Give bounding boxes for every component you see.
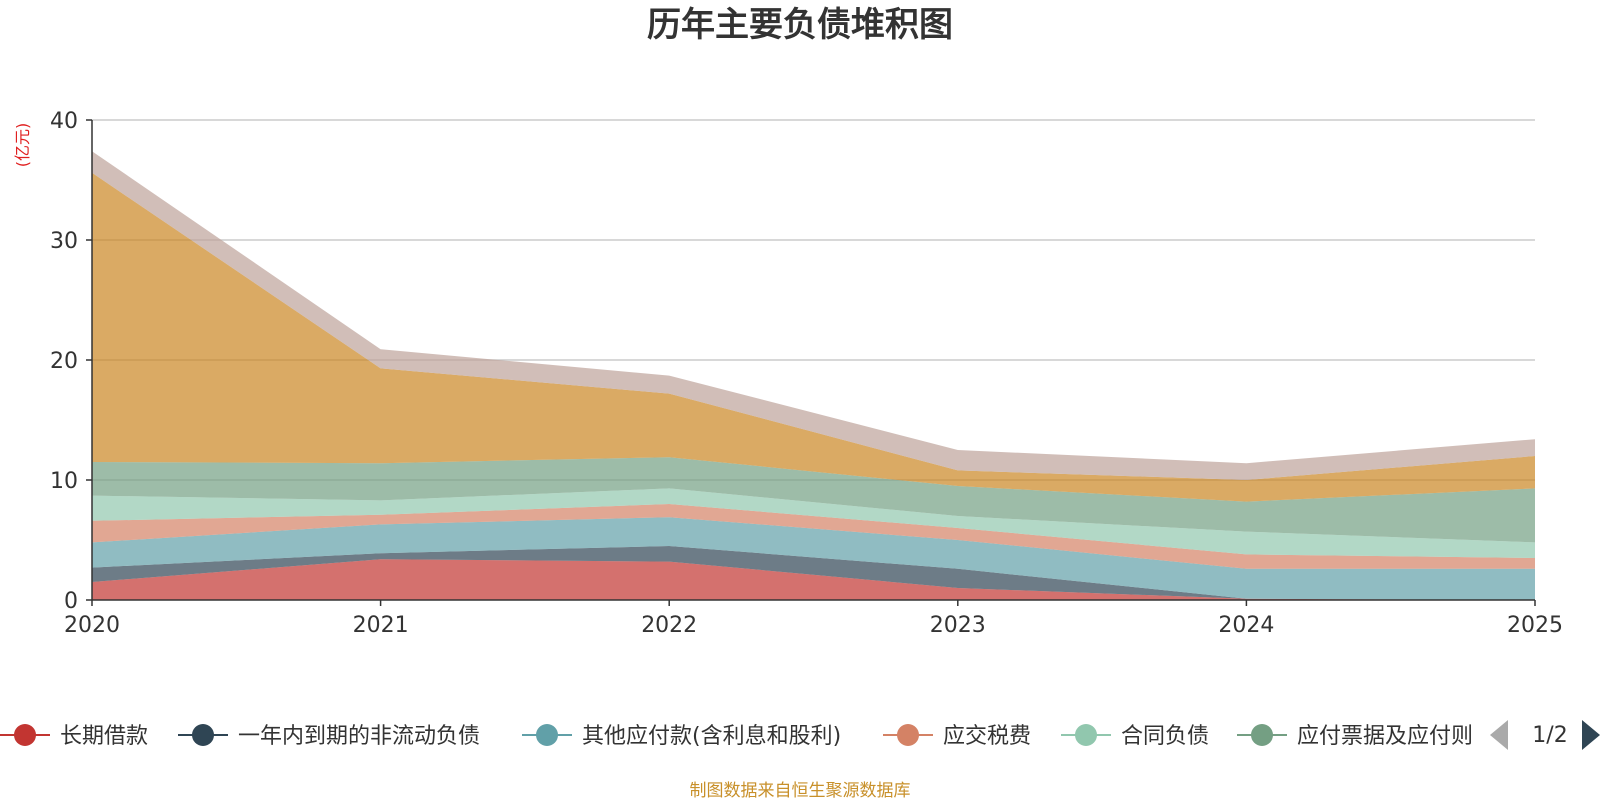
legend-label-4: 合同负债 [1121,724,1209,749]
legend-prev-page-icon[interactable] [1490,720,1508,750]
y-axis-ticks: 0 10 20 30 40 [50,109,92,614]
x-tick-label-2021: 2021 [353,613,409,638]
data-source-note: 制图数据来自恒生聚源数据库 [690,781,911,800]
area-series-1[interactable] [92,546,1535,600]
area-series-3[interactable] [92,504,1535,569]
y-tick-label-10: 10 [50,469,78,494]
x-tick-label-2022: 2022 [641,613,697,638]
y-axis-unit-label: (亿元) [13,123,32,168]
legend-pager[interactable]: 1/2 [1490,720,1600,750]
x-tick-label-2020: 2020 [64,613,120,638]
legend-page-indicator: 1/2 [1532,723,1567,748]
area-series-7[interactable] [92,151,1535,480]
legend-marker-1 [192,724,214,746]
y-tick-label-0: 0 [64,589,78,614]
legend[interactable]: 长期借款 一年内到期的非流动负债 其他应付款(含利息和股利) 应交税费 合同负债 应付票据… [0,724,1473,749]
x-tick-label-2024: 2024 [1218,613,1274,638]
area-series-2[interactable] [92,517,1535,600]
legend-item-2[interactable]: 其他应付款(含利息和股利) [522,724,841,749]
legend-label-2: 其他应付款(含利息和股利) [582,724,841,749]
legend-next-page-icon[interactable] [1582,720,1600,750]
y-tick-label-20: 20 [50,349,78,374]
y-tick-label-40: 40 [50,109,78,134]
legend-item-4[interactable]: 合同负债 [1061,724,1209,749]
legend-label-3: 应交税费 [943,724,1031,749]
legend-item-5[interactable]: 应付票据及应付则 [1237,724,1473,749]
legend-marker-4 [1075,724,1097,746]
x-axis-ticks: 2020 2021 2022 2023 2024 2025 [64,600,1563,638]
legend-item-1[interactable]: 一年内到期的非流动负债 [178,724,480,749]
area-series-0[interactable] [92,559,1535,600]
area-series-4[interactable] [92,488,1535,558]
legend-item-0[interactable]: 长期借款 [0,724,148,749]
x-tick-label-2023: 2023 [930,613,986,638]
y-tick-label-30: 30 [50,229,78,254]
legend-label-5: 应付票据及应付则 [1297,724,1473,749]
legend-item-3[interactable]: 应交税费 [883,724,1031,749]
area-series-5[interactable] [92,457,1535,543]
x-tick-label-2025: 2025 [1507,613,1563,638]
legend-marker-5 [1251,724,1273,746]
legend-label-1: 一年内到期的非流动负债 [238,724,480,749]
legend-marker-3 [897,724,919,746]
legend-marker-2 [536,724,558,746]
area-series-group[interactable] [92,151,1535,600]
legend-marker-0 [14,724,36,746]
legend-label-0: 长期借款 [60,724,148,749]
area-series-6[interactable] [92,172,1535,502]
chart-title: 历年主要负债堆积图 [647,5,953,45]
